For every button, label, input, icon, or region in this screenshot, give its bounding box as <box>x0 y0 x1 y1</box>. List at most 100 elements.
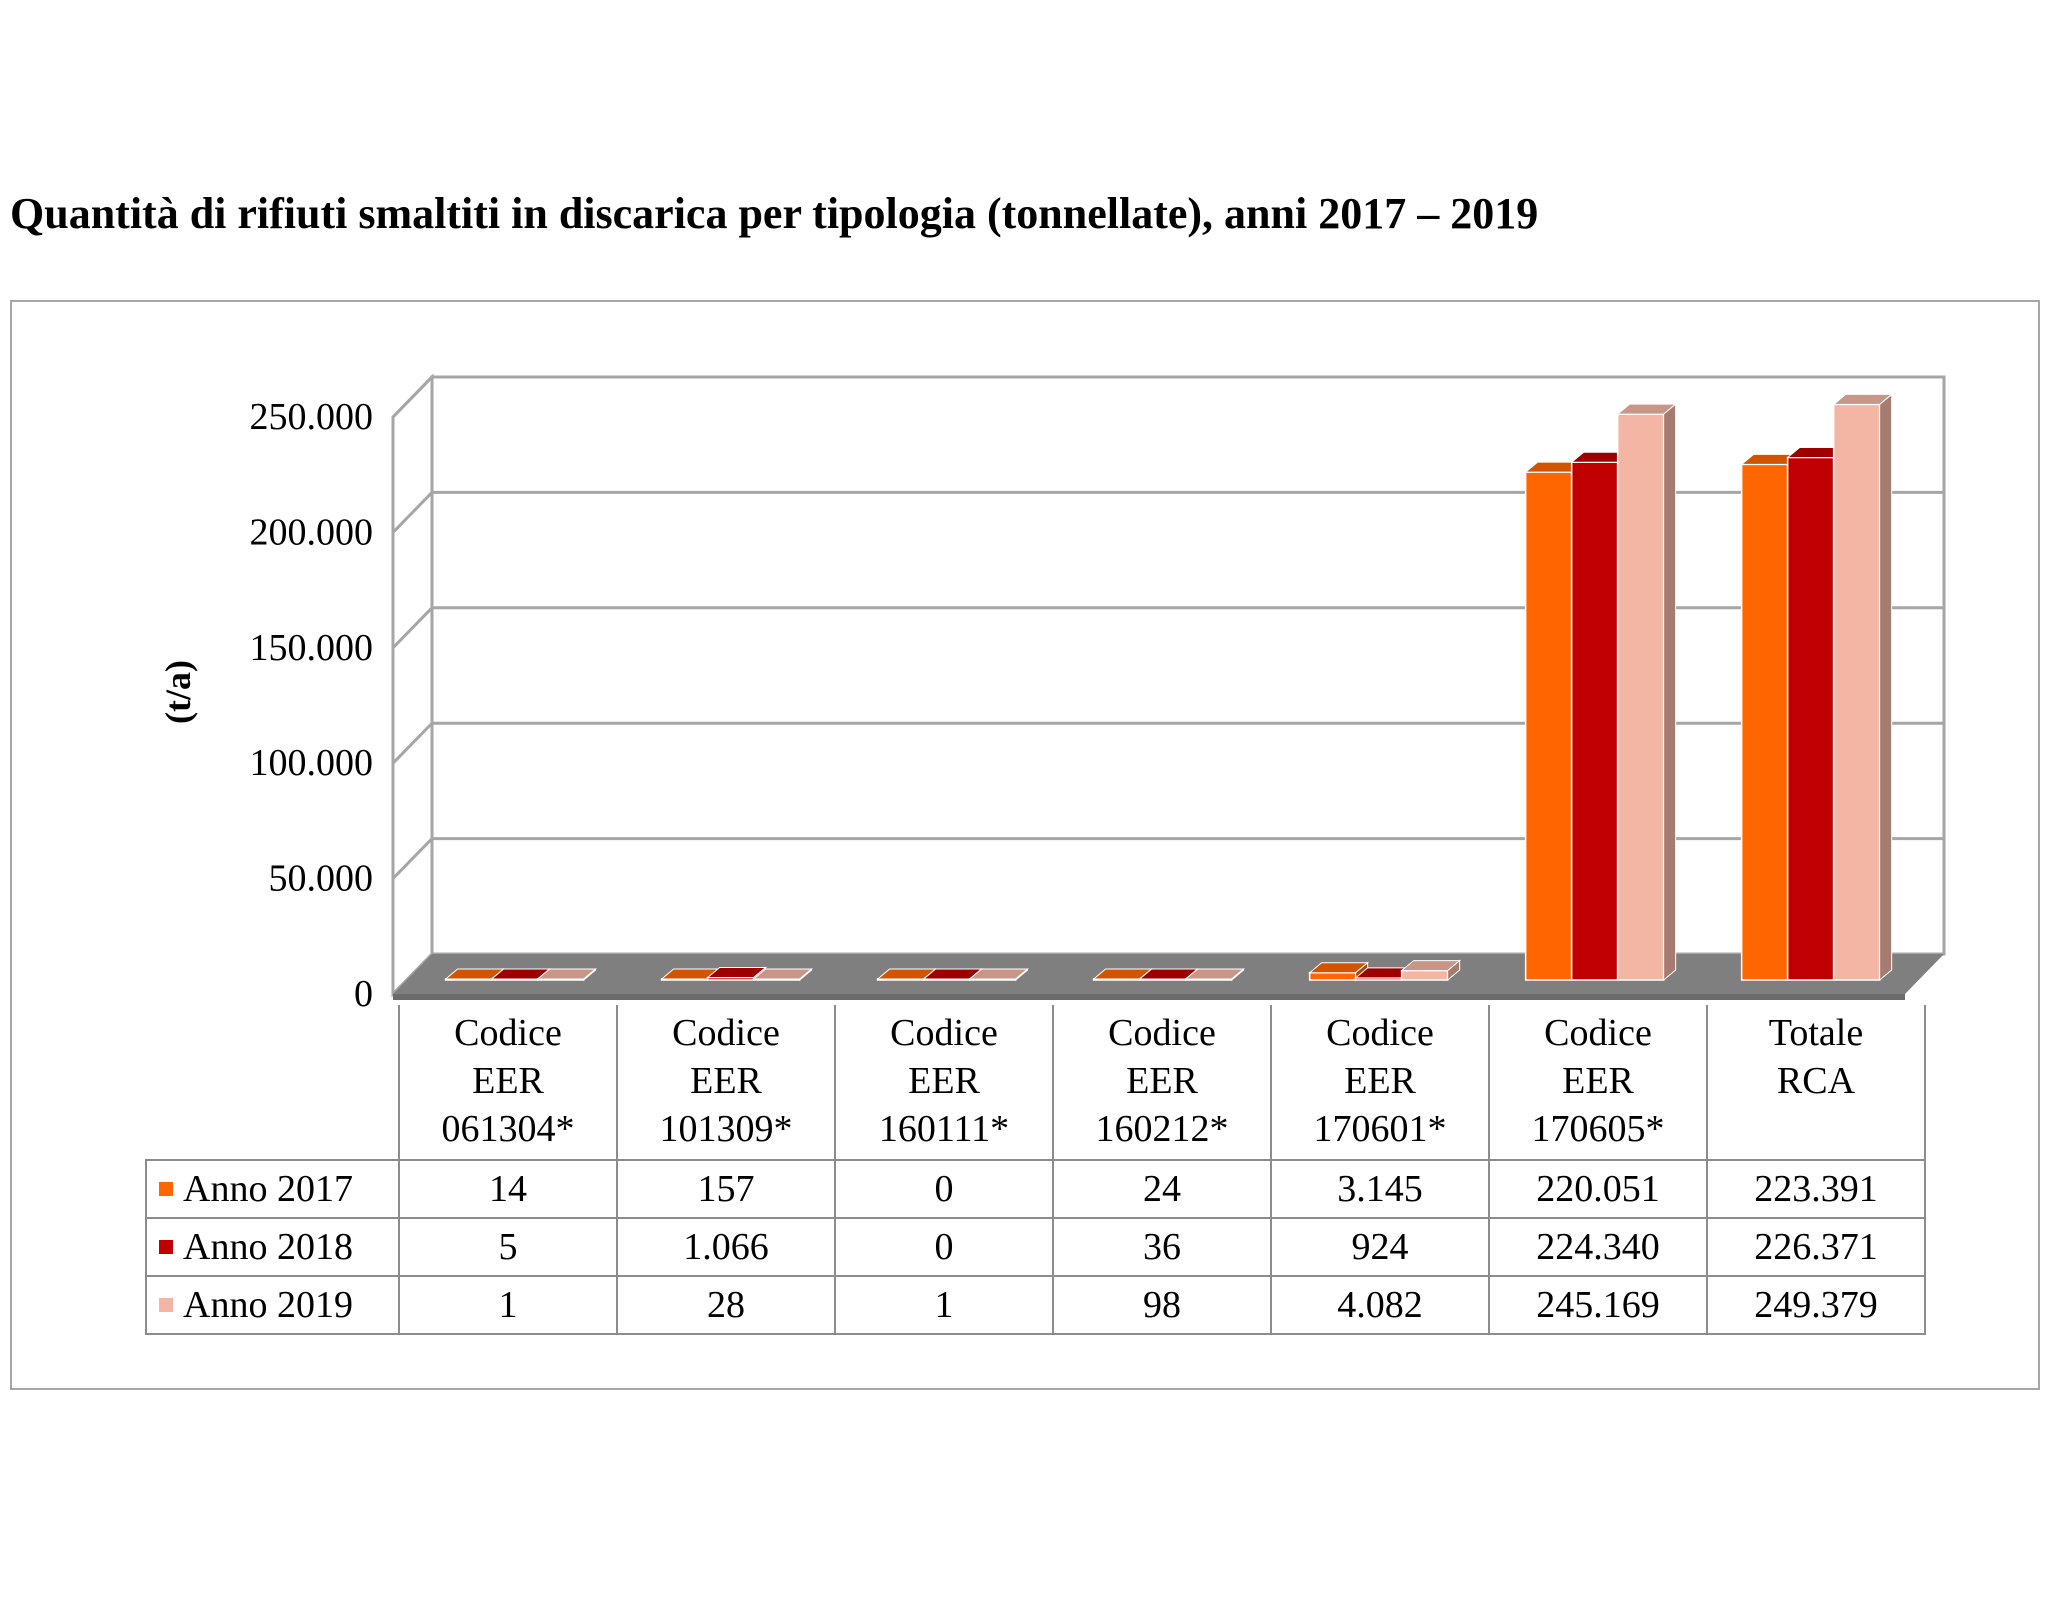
legend-label: Anno 2017 <box>183 1168 353 1210</box>
category-label-line: EER <box>690 1060 762 1102</box>
data-label: 0 <box>834 1159 1054 1219</box>
table-corner <box>146 1005 400 1160</box>
y-tick-label: 200.000 <box>250 511 374 553</box>
category-label-line: Codice <box>890 1012 998 1054</box>
category-label: Codice EER 170601* <box>1270 1005 1490 1161</box>
chart-walls <box>391 373 1946 998</box>
category-label: Codice EER 061304* <box>398 1005 618 1161</box>
category-label-line: EER <box>472 1060 544 1102</box>
bar-side <box>1879 393 1893 982</box>
data-label: 0 <box>834 1217 1054 1277</box>
bar-front <box>1308 971 1357 981</box>
category-label-line: Codice <box>454 1012 562 1054</box>
data-label: 3.145 <box>1270 1159 1490 1219</box>
bar-side <box>583 967 597 982</box>
category-label-line: EER <box>1344 1060 1416 1102</box>
category-label-line: Codice <box>1108 1012 1216 1054</box>
bar <box>968 967 1030 982</box>
bar <box>706 966 768 982</box>
data-table: Codice EER 061304* Codice EER 101309* Codice EE… <box>145 1005 1926 1335</box>
category-label-line: RCA <box>1776 1060 1856 1102</box>
category-label-line: Codice <box>1544 1012 1652 1054</box>
data-label: 223.391 <box>1706 1159 1926 1219</box>
table-row: Anno 2019 1 28 1 98 4.082 245.169 249.379 <box>145 1275 1926 1335</box>
category-label-line: EER <box>908 1060 980 1102</box>
legend-entry: Anno 2018 <box>145 1217 400 1277</box>
floor-edge <box>393 994 1905 1000</box>
data-label: 14 <box>398 1159 618 1219</box>
bar-side <box>1663 403 1677 982</box>
category-label: Codice EER 160111* <box>834 1005 1054 1161</box>
bars <box>444 393 1894 982</box>
table-row: Anno 2017 14 157 0 24 3.145 220.051 223.391 <box>145 1159 1926 1219</box>
category-label-line: EER <box>1562 1060 1634 1102</box>
category-label-line: Codice <box>672 1012 780 1054</box>
data-label: 249.379 <box>1706 1275 1926 1335</box>
category-label: Totale RCA <box>1706 1005 1926 1161</box>
category-label: Codice EER 170605* <box>1488 1005 1708 1161</box>
bar-side <box>1015 967 1029 982</box>
category-label-line: 170601* <box>1313 1108 1447 1150</box>
bar-front <box>1570 461 1619 981</box>
legend-entry: Anno 2017 <box>145 1159 400 1219</box>
legend-swatch <box>159 1298 173 1313</box>
y-tick-label: 250.000 <box>250 396 374 438</box>
data-label: 157 <box>616 1159 836 1219</box>
y-tick-label: 100.000 <box>250 742 374 784</box>
category-label: Codice EER 160212* <box>1052 1005 1272 1161</box>
gridline <box>391 721 1944 765</box>
bar-side <box>1231 967 1245 982</box>
legend-label: Anno 2018 <box>183 1226 353 1268</box>
gridline <box>391 837 1944 880</box>
data-label: 220.051 <box>1488 1159 1708 1219</box>
bar-front <box>1400 969 1449 981</box>
y-tick-label: 50.000 <box>269 858 374 900</box>
category-label-line: Codice <box>1326 1012 1434 1054</box>
table-header-row: Codice EER 061304* Codice EER 101309* Codice EE… <box>146 1005 1926 1161</box>
data-label: 224.340 <box>1488 1217 1708 1277</box>
data-label: 36 <box>1052 1217 1272 1277</box>
data-label: 245.169 <box>1488 1275 1708 1335</box>
gridline <box>391 490 1944 534</box>
bar <box>1832 393 1894 982</box>
table-row: Anno 2018 5 1.066 0 36 924 224.340 226.371 <box>145 1217 1926 1277</box>
side-wall <box>391 373 434 998</box>
data-label: 4.082 <box>1270 1275 1490 1335</box>
bar-side <box>1447 959 1461 982</box>
bar-side <box>799 967 813 982</box>
gridline <box>391 375 1944 419</box>
back-wall <box>430 375 1946 956</box>
bar <box>1184 967 1246 982</box>
y-axis-label: (t/a) <box>158 660 198 724</box>
legend-entry: Anno 2019 <box>145 1275 400 1335</box>
y-tick-label: 150.000 <box>250 627 374 669</box>
data-label: 24 <box>1052 1159 1272 1219</box>
category-label-line: 170605* <box>1531 1108 1665 1150</box>
category-label-line: Totale <box>1768 1012 1864 1054</box>
legend-label: Anno 2019 <box>183 1284 353 1326</box>
category-label: Codice EER 101309* <box>616 1005 836 1161</box>
bar <box>1616 403 1678 982</box>
category-label-line: EER <box>1126 1060 1198 1102</box>
gridline <box>391 606 1944 649</box>
category-label-line: 160111* <box>878 1108 1010 1150</box>
bar-front <box>1524 471 1573 981</box>
data-label: 28 <box>616 1275 836 1335</box>
data-label: 924 <box>1270 1217 1490 1277</box>
gridlines <box>391 375 1944 880</box>
data-label: 1 <box>834 1275 1054 1335</box>
category-label-line: 101309* <box>659 1108 793 1150</box>
data-label: 226.371 <box>1706 1217 1926 1277</box>
bar <box>1308 961 1370 982</box>
data-label: 1 <box>398 1275 618 1335</box>
legend-swatch <box>159 1240 173 1255</box>
data-label: 1.066 <box>616 1217 836 1277</box>
y-tick-label: 0 <box>354 973 373 1015</box>
bar-front <box>1832 403 1881 981</box>
bar-front <box>1740 463 1789 981</box>
bar <box>752 967 814 982</box>
y-axis-ticks: 0 50.000 100.000 150.000 200.000 250.000 <box>250 396 374 1015</box>
bar-chart: 0 50.000 100.000 150.000 200.000 250.000 (t/a… <box>158 373 1946 1015</box>
legend-swatch <box>159 1182 173 1197</box>
category-label-line: 061304* <box>441 1108 575 1150</box>
